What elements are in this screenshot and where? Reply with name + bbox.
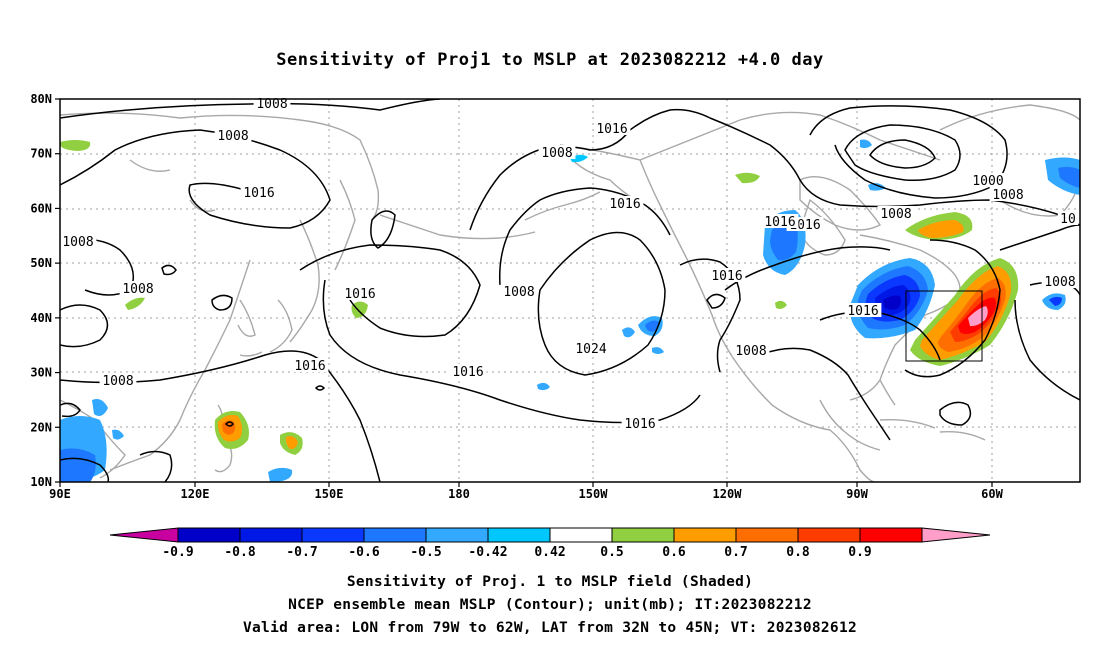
valid-area-box xyxy=(905,290,983,362)
lat-label-40N: 40N xyxy=(30,311,52,325)
contour-label: 1016 xyxy=(624,417,655,432)
contour-label: 1024 xyxy=(575,342,606,357)
lat-label-80N: 80N xyxy=(30,92,52,106)
colorbar-box xyxy=(239,527,303,543)
caption-shading: Sensitivity of Proj. 1 to MSLP field (Sh… xyxy=(346,574,754,590)
lat-label-50N: 50N xyxy=(30,256,52,270)
contour-label: 1008 xyxy=(217,129,248,144)
colorbar-box xyxy=(363,527,427,543)
contour-label: 1000 xyxy=(972,174,1003,189)
contour-label: 1016 xyxy=(344,287,375,302)
colorbar-box xyxy=(797,527,861,543)
contour-label: 1016 xyxy=(243,186,274,201)
lon-label-120W: 120W xyxy=(713,487,743,501)
mslp-contours xyxy=(60,99,1080,482)
colorbar-label: -0.9 xyxy=(162,545,193,560)
colorbar-box xyxy=(301,527,365,543)
contour-label: 1008 xyxy=(256,97,287,112)
colorbar-label: 0.42 xyxy=(534,545,565,560)
lon-label-60W: 60W xyxy=(981,487,1003,501)
contour-label: 1008 xyxy=(1044,275,1075,290)
contour-label: 1016 xyxy=(294,359,325,374)
colorbar-box xyxy=(425,527,489,543)
lat-label-10N: 10N xyxy=(30,475,52,489)
lon-label-90W: 90W xyxy=(846,487,868,501)
lon-label-90E: 90E xyxy=(49,487,71,501)
colorbar-label: -0.8 xyxy=(224,545,255,560)
colorbar-high-triangle xyxy=(921,527,991,543)
lat-label-20N: 20N xyxy=(30,420,52,434)
contour-label: 1016 xyxy=(764,215,795,230)
caption-valid-area: Valid area: LON from 79W to 62W, LAT fro… xyxy=(242,620,858,636)
colorbar-box xyxy=(735,527,799,543)
colorbar-label: 0.5 xyxy=(600,545,623,560)
contour-label: 1016 xyxy=(847,304,878,319)
colorbar-label: -0.6 xyxy=(348,545,379,560)
colorbar-label: -0.42 xyxy=(468,545,507,560)
contour-label: 1008 xyxy=(992,188,1023,203)
contour-label: 10 xyxy=(1060,212,1076,227)
sensitivity-shading xyxy=(60,139,1080,482)
colorbar-box xyxy=(177,527,241,543)
colorbar-box xyxy=(549,527,613,543)
contour-label: 1016 xyxy=(596,122,627,137)
colorbar-box xyxy=(859,527,923,543)
contour-label: 1008 xyxy=(62,235,93,250)
contour-label: 1008 xyxy=(880,207,911,222)
contour-label: 1008 xyxy=(102,374,133,389)
colorbar-label: 0.8 xyxy=(786,545,810,560)
contour-label: 1016 xyxy=(711,269,742,284)
colorbar-label: 0.9 xyxy=(848,545,871,560)
lon-label-150E: 150E xyxy=(315,487,344,501)
lon-label-150W: 150W xyxy=(579,487,609,501)
latitude-labels: 80N 70N 60N 50N 40N 30N 20N 10N xyxy=(30,92,60,489)
colorbar-box xyxy=(611,527,675,543)
colorbar-label: 0.6 xyxy=(662,545,686,560)
lat-label-70N: 70N xyxy=(30,147,52,161)
colorbar-box xyxy=(673,527,737,543)
longitude-labels: 90E 120E 150E 180 150W 120W 90W 60W xyxy=(49,482,1004,501)
lon-label-120E: 120E xyxy=(181,487,210,501)
colorbar: -0.9 -0.8 -0.7 -0.6 -0.5 -0.42 0.42 0.5 0.6 0.7 0.… xyxy=(109,527,991,560)
contour-label: 1008 xyxy=(503,285,534,300)
chart-title: Sensitivity of Proj1 to MSLP at 20230822… xyxy=(276,50,824,70)
contour-label: 1008 xyxy=(541,146,572,161)
colorbar-box xyxy=(487,527,551,543)
colorbar-label: 0.7 xyxy=(724,545,747,560)
contour-label: 1008 xyxy=(122,282,153,297)
contour-label: 1016 xyxy=(452,365,483,380)
map-frame xyxy=(59,98,1081,483)
colorbar-low-triangle xyxy=(109,527,179,543)
caption-contour: NCEP ensemble mean MSLP (Contour); unit(… xyxy=(288,597,812,613)
colorbar-label: -0.7 xyxy=(286,545,317,560)
colorbar-label: -0.5 xyxy=(410,545,441,560)
lat-label-30N: 30N xyxy=(30,366,52,380)
lat-label-60N: 60N xyxy=(30,201,52,215)
contour-label: 1008 xyxy=(735,344,766,359)
lon-label-180: 180 xyxy=(448,487,470,501)
contour-label: 1016 xyxy=(609,197,640,212)
